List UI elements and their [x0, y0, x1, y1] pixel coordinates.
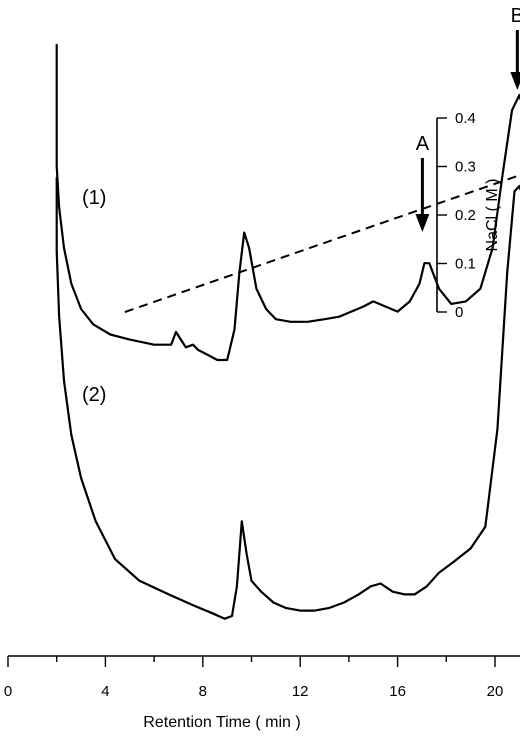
peak-label-a: A: [416, 133, 430, 155]
x-axis: 04812162024: [4, 655, 520, 700]
peak-arrow-b: B: [510, 5, 520, 90]
arrow-head-b: [510, 72, 520, 90]
x-axis-title: Retention Time ( min ): [143, 714, 300, 731]
peak-label-b: B: [511, 5, 520, 27]
trace-line-1: [55, 43, 520, 362]
nacl-axis-title: NaCl ( M ): [484, 179, 501, 252]
x-tick-label-2: 8: [199, 683, 207, 700]
annotation-layer: AB: [415, 5, 520, 232]
labels-layer: (1) (2) Retention Time ( min ) NaCl ( M …: [82, 179, 501, 731]
series-label-2: (2): [82, 384, 106, 406]
traces-layer: [55, 43, 520, 620]
nacl-tick-label-2: 0.2: [455, 207, 476, 224]
x-tick-label-5: 20: [487, 683, 504, 700]
nacl-tick-label-4: 0.4: [455, 110, 476, 127]
nacl-axis: 0 0.1 0.2 0.3 0.4: [436, 110, 476, 321]
peak-arrow-a: A: [415, 133, 430, 232]
x-tick-label-4: 16: [389, 683, 406, 700]
nacl-tick-label-0: 0: [455, 304, 463, 321]
x-tick-label-3: 12: [292, 683, 309, 700]
series-label-1: (1): [82, 187, 106, 209]
nacl-tick-label-1: 0.1: [455, 256, 476, 273]
nacl-tick-label-3: 0.3: [455, 159, 476, 176]
arrow-head-a: [415, 214, 430, 232]
x-tick-label-0: 0: [4, 683, 12, 700]
x-tick-label-1: 4: [101, 683, 109, 700]
trace-line-2: [55, 176, 520, 620]
